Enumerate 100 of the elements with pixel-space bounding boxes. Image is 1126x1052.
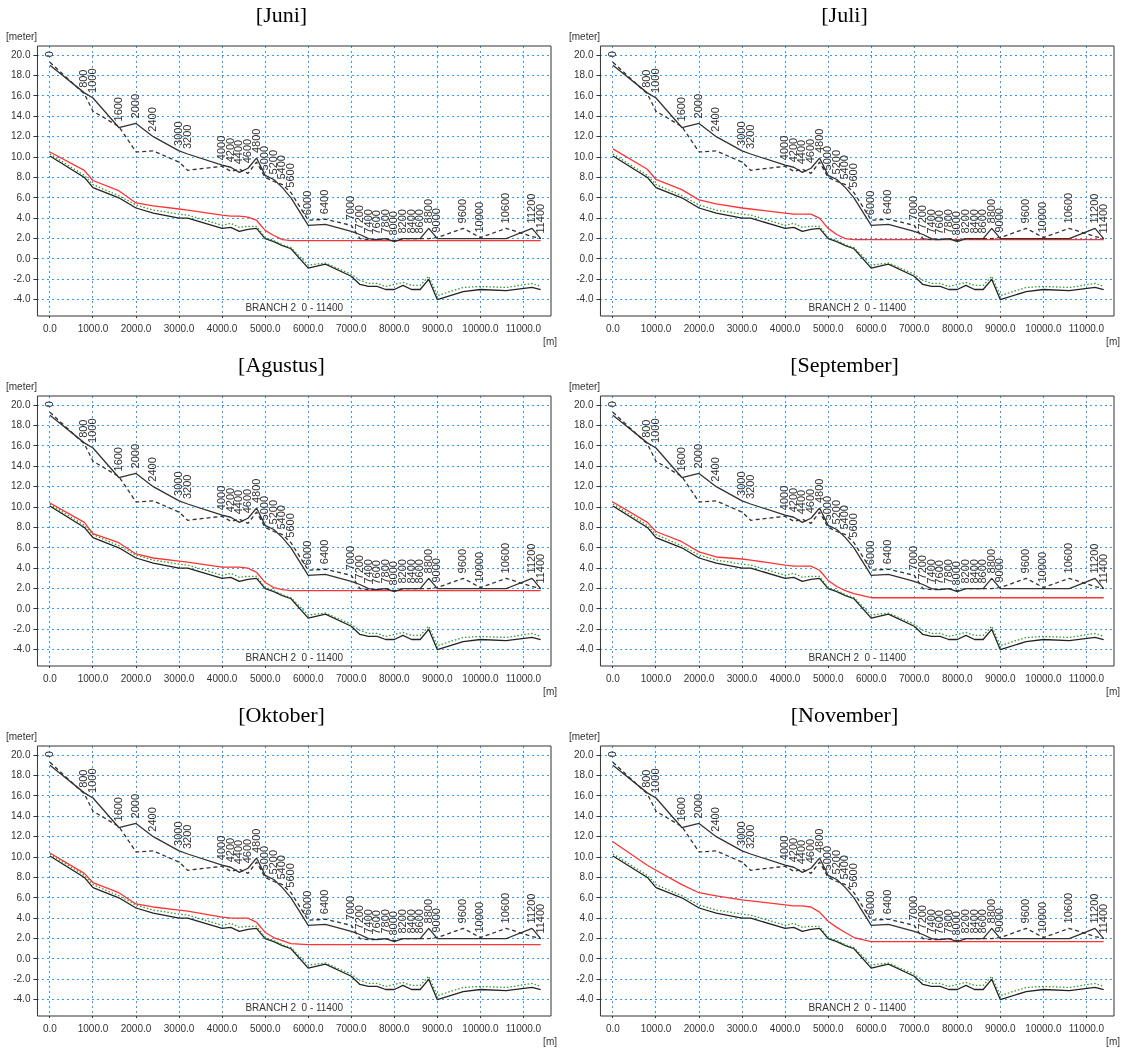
- chart-title: [November]: [789, 701, 900, 729]
- y-tick-label: -2.0: [13, 623, 31, 635]
- annotation: 10600: [1062, 192, 1075, 224]
- y-axis-title: [meter]: [569, 30, 601, 42]
- annotation: 4000: [215, 835, 228, 861]
- y-tick-label: 0.0: [579, 602, 594, 614]
- annotation: 9600: [456, 898, 469, 924]
- annotation: 2000: [692, 443, 705, 469]
- y-tick-label: 8.0: [16, 171, 31, 183]
- y-tick-label: -2.0: [576, 623, 594, 635]
- x-tick-label: 10000.0: [462, 1022, 499, 1034]
- x-tick-label: 10000.0: [462, 322, 499, 334]
- annotation: 11200: [1088, 193, 1101, 224]
- annotation: 7000: [344, 895, 357, 921]
- annotation: 10000: [473, 551, 486, 583]
- annotation: 5000: [821, 145, 834, 171]
- annotation: 4000: [215, 485, 228, 511]
- annotation: 5000: [258, 145, 271, 171]
- y-tick-label: 14.0: [10, 460, 31, 472]
- y-tick-label: 2.0: [579, 932, 594, 944]
- y-tick-label: 4.0: [16, 211, 31, 223]
- annotation: 8000: [950, 211, 963, 236]
- annotation: 3000: [172, 821, 185, 846]
- x-tick-label: 11000.0: [505, 672, 542, 684]
- x-tick-label: 4000.0: [769, 672, 801, 684]
- y-tick-label: -4.0: [576, 293, 594, 305]
- annotation: 6400: [318, 539, 331, 565]
- x-tick-label: 1000.0: [640, 322, 672, 334]
- annotation: 9000: [993, 208, 1006, 233]
- x-tick-label: 9000.0: [422, 322, 454, 334]
- x-tick-label: 10000.0: [1025, 672, 1062, 684]
- annotation: 7600: [370, 560, 383, 585]
- y-tick-label: 18.0: [10, 769, 31, 781]
- y-tick-label: 6.0: [16, 891, 31, 903]
- annotation: 8600: [413, 209, 426, 234]
- y-tick-label: 0.0: [579, 252, 594, 264]
- annotation: 1600: [111, 97, 124, 122]
- annotation: 9600: [456, 548, 469, 574]
- y-tick-label: 16.0: [10, 789, 31, 801]
- y-tick-label: -2.0: [13, 273, 31, 285]
- annotation: 2400: [709, 107, 722, 132]
- annotation: 2400: [709, 457, 722, 482]
- annotation: 10000: [1036, 551, 1049, 583]
- y-tick-label: -2.0: [576, 973, 594, 985]
- annotation: 9600: [1019, 548, 1032, 574]
- x-tick-label: 9000.0: [985, 322, 1017, 334]
- x-tick-label: 0.0: [42, 672, 58, 684]
- annotation: 1600: [674, 447, 687, 472]
- annotation: 8600: [413, 909, 426, 934]
- y-tick-label: 2.0: [579, 232, 594, 244]
- x-tick-label: 0.0: [605, 672, 621, 684]
- y-tick-label: 6.0: [16, 541, 31, 553]
- annotation: 11200: [1088, 543, 1101, 574]
- annotation: 4400: [795, 839, 808, 865]
- y-tick-label: 4.0: [16, 561, 31, 573]
- x-tick-label: 3000.0: [163, 672, 195, 684]
- y-tick-label: 10.0: [573, 150, 594, 162]
- x-tick-label: 9000.0: [422, 1022, 454, 1034]
- annotation: 4400: [232, 139, 245, 165]
- y-tick-label: 10.0: [573, 500, 594, 512]
- y-tick-label: 20.0: [10, 748, 31, 760]
- annotation: 2000: [129, 93, 142, 119]
- x-tick-label: 11000.0: [1068, 322, 1105, 334]
- y-tick-label: -4.0: [13, 993, 31, 1005]
- x-tick-label: 0.0: [605, 1022, 621, 1034]
- y-tick-label: 20.0: [573, 748, 594, 760]
- x-tick-label: 10000.0: [462, 672, 499, 684]
- x-tick-label: 8000.0: [942, 672, 974, 684]
- annotation: 7000: [344, 195, 357, 221]
- annotation: 0: [42, 51, 55, 58]
- y-tick-label: 10.0: [10, 500, 31, 512]
- annotation: 5000: [258, 845, 271, 871]
- x-tick-label: 6000.0: [292, 1022, 324, 1034]
- y-tick-label: 18.0: [10, 419, 31, 431]
- x-tick-label: 7000.0: [335, 322, 367, 334]
- x-tick-label: 2000.0: [683, 672, 715, 684]
- annotation: 9000: [993, 908, 1006, 933]
- annotation: 6000: [301, 190, 314, 216]
- annotation: 1600: [674, 97, 687, 122]
- x-tick-label: 2000.0: [683, 1022, 715, 1034]
- x-tick-label: 11000.0: [1068, 1022, 1105, 1034]
- annotation: 8000: [387, 211, 400, 236]
- x-tick-label: 6000.0: [292, 672, 324, 684]
- y-tick-label: 6.0: [579, 541, 594, 553]
- y-tick-label: 14.0: [10, 110, 31, 122]
- x-tick-label: 4000.0: [769, 322, 801, 334]
- annotation: 5000: [258, 495, 271, 521]
- annotation: 9600: [456, 198, 469, 224]
- x-tick-label: 7000.0: [335, 1022, 367, 1034]
- annotation: 9000: [430, 908, 443, 933]
- x-tick-label: 11000.0: [505, 1022, 542, 1034]
- y-tick-label: 2.0: [16, 932, 31, 944]
- annotation: 7000: [907, 195, 920, 221]
- annotation: 3000: [735, 121, 748, 146]
- x-axis-title: [m]: [1106, 1035, 1121, 1047]
- y-tick-label: 12.0: [10, 130, 31, 142]
- annotation: BRANCH 2 0 - 11400: [245, 1001, 344, 1013]
- annotation: 6400: [318, 889, 331, 915]
- x-tick-label: 5000.0: [249, 322, 281, 334]
- x-axis-title: [m]: [543, 1035, 558, 1047]
